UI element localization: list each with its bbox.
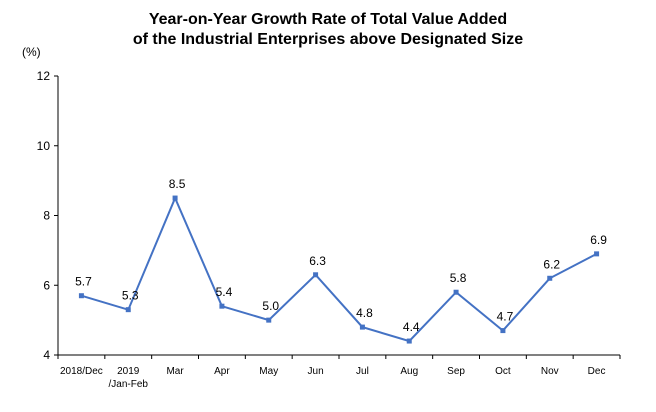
- x-tick-label: /Jan-Feb: [109, 379, 149, 390]
- data-point: [500, 328, 506, 334]
- y-tick-label: 10: [37, 139, 51, 153]
- data-point: [172, 195, 178, 201]
- x-tick-label: Nov: [541, 366, 559, 377]
- x-tick-label: Dec: [588, 366, 606, 377]
- x-tick-label: May: [259, 366, 278, 377]
- series-line-group: [78, 195, 600, 344]
- y-tick-label: 8: [43, 209, 50, 223]
- data-label: 6.9: [590, 233, 607, 247]
- data-point: [219, 303, 225, 309]
- chart-subtitle: of the Industrial Enterprises above Desi…: [133, 31, 523, 48]
- data-label: 4.8: [356, 306, 373, 320]
- data-label: 8.5: [169, 177, 186, 191]
- data-label: 5.8: [450, 271, 467, 285]
- x-tick-label: Mar: [166, 366, 184, 377]
- data-label: 6.3: [309, 254, 326, 268]
- y-tick-label: 6: [43, 278, 50, 292]
- data-label: 4.4: [403, 320, 420, 334]
- x-tick-label: Oct: [495, 366, 511, 377]
- data-point: [78, 293, 84, 299]
- y-tick-label: 4: [43, 348, 50, 362]
- x-tick-label: Jun: [308, 366, 324, 377]
- data-label: 5.0: [262, 299, 279, 313]
- x-tick-label: Apr: [214, 366, 230, 377]
- y-axis-label: (%): [22, 45, 41, 59]
- x-tick-label: 2019: [117, 366, 140, 377]
- chart-title: Year-on-Year Growth Rate of Total Value …: [149, 11, 507, 28]
- data-point: [125, 307, 131, 313]
- data-label: 4.7: [497, 310, 514, 324]
- x-tick-label: Aug: [400, 366, 418, 377]
- data-label: 6.2: [543, 257, 560, 271]
- data-point: [406, 338, 412, 344]
- y-tick-label: 12: [37, 69, 51, 83]
- x-tick-label: Jul: [356, 366, 369, 377]
- x-tick-label: 2018/Dec: [60, 366, 103, 377]
- data-label: 5.3: [122, 289, 139, 303]
- data-point: [266, 317, 272, 323]
- data-point: [359, 324, 365, 330]
- x-ticks: 2018/Dec 2019/Jan-Feb Mar Apr May Jun Jul Aug Se…: [57, 355, 621, 390]
- x-tick-label: Sep: [447, 366, 465, 377]
- data-label: 5.4: [216, 285, 233, 299]
- series-line: [81, 195, 598, 343]
- data-point: [547, 275, 553, 281]
- data-labels: 5.7 5.3 8.5 5.4 5.0 6.3 4.8 4.4 5.8 4.7 6.2 6.9: [75, 177, 607, 334]
- data-label: 5.7: [75, 275, 92, 289]
- data-point: [594, 251, 600, 257]
- data-point: [453, 289, 459, 295]
- y-ticks: 4 6 8 10 12: [37, 69, 58, 362]
- data-point: [313, 272, 319, 278]
